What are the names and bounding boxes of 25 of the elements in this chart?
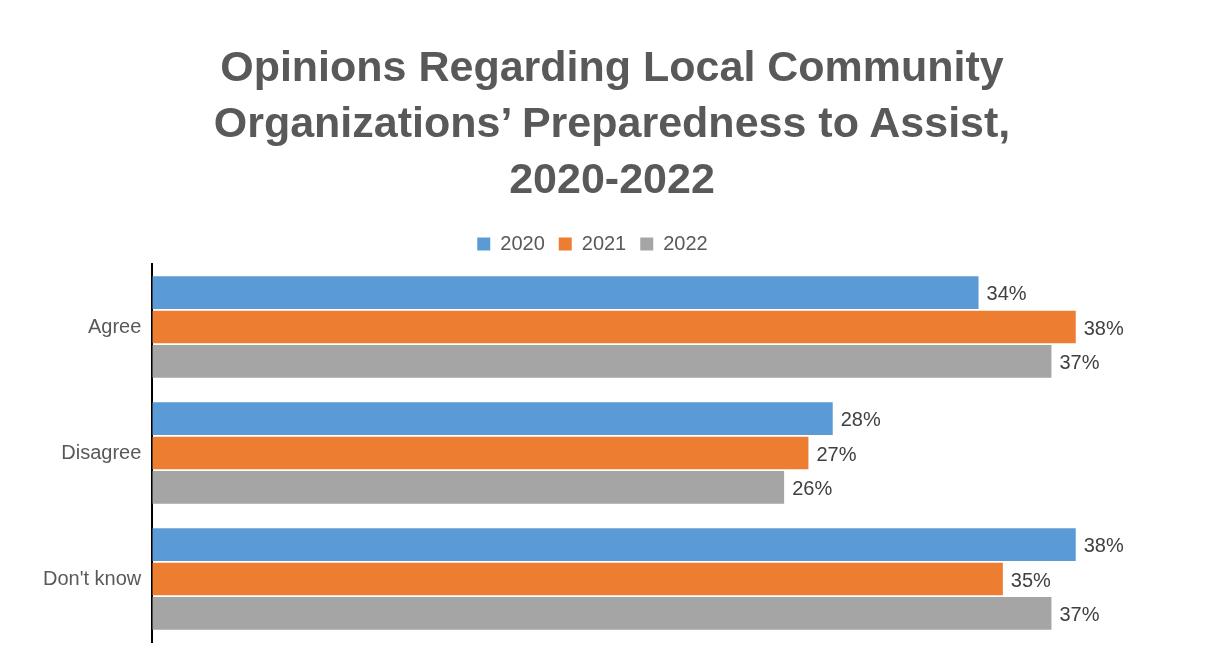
- legend-label: 2022: [663, 231, 708, 254]
- bar: [152, 562, 1003, 596]
- data-label: 34%: [986, 282, 1027, 305]
- y-tick-label: Don't know: [43, 566, 142, 589]
- data-label: 37%: [1059, 350, 1100, 373]
- data-label: 38%: [1083, 534, 1124, 557]
- chart-title: Opinions Regarding Local Community Organizations’ Preparedness to Assist, 2020-2022: [212, 41, 1012, 204]
- bar: [152, 310, 1076, 344]
- bar: [152, 402, 833, 435]
- bar: [152, 471, 785, 504]
- data-label: 27%: [816, 442, 857, 465]
- bar: [152, 276, 979, 309]
- data-label: 26%: [792, 476, 833, 499]
- bar: [152, 597, 1052, 630]
- bar: [152, 436, 809, 470]
- bar: [152, 345, 1052, 378]
- y-tick-label: Disagree: [61, 440, 142, 463]
- data-label: 38%: [1083, 316, 1124, 339]
- bar: [152, 528, 1076, 561]
- data-label: 35%: [1010, 568, 1052, 591]
- y-tick-label: Agree: [87, 314, 142, 337]
- data-label: 37%: [1059, 602, 1100, 625]
- legend-label: 2021: [581, 231, 627, 254]
- data-label: 28%: [840, 408, 881, 431]
- legend-label: 2020: [500, 231, 545, 254]
